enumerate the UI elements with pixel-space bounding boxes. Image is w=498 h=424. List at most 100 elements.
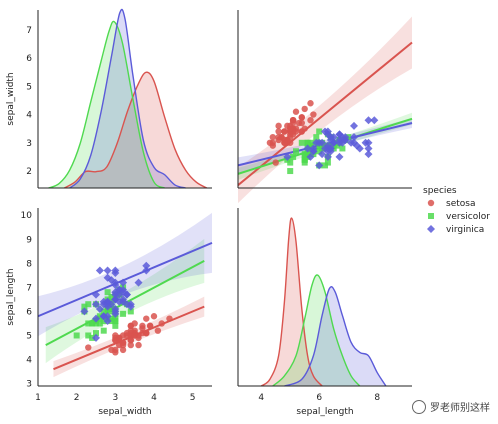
data-point-versicolor [287, 159, 294, 166]
data-point-setosa [289, 116, 297, 124]
y-tick-label: 5 [26, 331, 32, 341]
data-point-virginica [427, 225, 435, 233]
x-tick-label: 3 [112, 393, 118, 403]
regression-line-virginica [37, 241, 213, 318]
data-point-virginica [315, 161, 324, 170]
data-point-virginica [303, 144, 312, 153]
y-axis-label: sepal_width [6, 72, 16, 125]
data-point-setosa [131, 332, 138, 339]
data-point-setosa [287, 131, 294, 138]
data-point-virginica [350, 133, 358, 142]
kde-line-versicolor [272, 274, 361, 387]
data-point-versicolor [100, 327, 107, 334]
data-point-setosa [272, 159, 279, 166]
y-tick-label: 7 [26, 283, 32, 293]
data-point-setosa [150, 313, 158, 320]
data-point-virginica [355, 144, 364, 153]
kde-fill-versicolor [48, 21, 165, 188]
data-point-versicolor [313, 134, 320, 141]
data-point-setosa [301, 125, 308, 132]
data-point-setosa [310, 111, 317, 118]
data-point-virginica [95, 266, 104, 275]
y-tick-label: 6 [26, 307, 32, 317]
watermark: 罗老师别这样 [412, 399, 490, 414]
wechat-logo-icon [412, 399, 426, 414]
x-tick-label: 2 [74, 393, 80, 403]
x-tick-label: 4 [258, 393, 264, 403]
y-tick-label: 6 [26, 54, 32, 64]
data-point-versicolor [324, 159, 331, 166]
data-point-setosa [112, 337, 119, 344]
data-point-versicolor [93, 330, 99, 337]
data-point-virginica [142, 261, 151, 270]
x-tick-label: 8 [374, 393, 380, 403]
data-point-virginica [350, 121, 358, 130]
y-tick-label: 4 [26, 111, 32, 121]
kde-fill-versicolor [272, 274, 360, 386]
data-point-setosa [119, 346, 127, 354]
x-axis-label: sepal_width [98, 407, 151, 417]
data-point-setosa [154, 327, 162, 334]
data-point-virginica [350, 138, 358, 147]
data-point-versicolor [104, 289, 111, 296]
data-point-setosa [131, 320, 138, 327]
data-point-virginica [335, 152, 344, 161]
data-point-setosa [281, 139, 288, 146]
data-point-virginica [119, 278, 128, 287]
data-point-setosa [427, 199, 435, 207]
kde-line-virginica [69, 8, 186, 189]
data-point-virginica [111, 266, 120, 275]
data-point-versicolor [108, 315, 115, 322]
data-point-versicolor [100, 308, 107, 315]
data-point-virginica [364, 150, 373, 159]
x-tick-label: 4 [151, 393, 157, 403]
data-point-setosa [287, 125, 294, 132]
data-point-versicolor [298, 139, 305, 146]
data-point-setosa [123, 332, 131, 339]
data-point-virginica [335, 138, 344, 147]
data-point-virginica [370, 116, 379, 125]
data-point-virginica [99, 312, 108, 321]
data-point-setosa [292, 108, 300, 115]
data-point-versicolor [93, 320, 99, 327]
data-point-versicolor [287, 168, 294, 175]
regression-line-setosa [237, 41, 413, 186]
data-point-setosa [275, 122, 282, 130]
data-point-setosa [146, 322, 154, 330]
legend-title: species [423, 186, 457, 196]
y-tick-label: 9 [26, 235, 32, 245]
data-point-versicolor [108, 294, 115, 300]
data-point-virginica [103, 273, 112, 282]
data-point-versicolor [290, 153, 297, 160]
data-point-virginica [111, 309, 120, 318]
data-point-versicolor [293, 148, 299, 155]
y-tick-label: 4 [26, 356, 32, 366]
data-point-virginica [306, 152, 315, 161]
data-point-virginica [92, 314, 100, 323]
data-point-versicolor [85, 301, 92, 308]
data-point-virginica [318, 150, 327, 159]
y-axis-label: sepal_length [6, 268, 16, 325]
data-point-versicolor [112, 322, 119, 329]
y-tick-label: 3 [26, 139, 32, 149]
data-point-virginica [122, 290, 131, 299]
data-point-setosa [143, 329, 150, 337]
data-point-setosa [85, 344, 92, 351]
data-point-setosa [166, 315, 173, 322]
data-point-setosa [307, 116, 314, 124]
x-tick-label: 5 [190, 393, 196, 403]
kde-line-virginica [284, 286, 387, 387]
data-point-setosa [298, 114, 305, 121]
data-point-versicolor [127, 308, 134, 315]
data-point-setosa [135, 341, 142, 349]
data-point-virginica [111, 278, 120, 287]
data-point-setosa [127, 341, 134, 349]
data-point-virginica [323, 152, 332, 161]
data-point-virginica [329, 138, 338, 147]
data-point-virginica [134, 278, 143, 287]
data-point-versicolor [112, 315, 119, 322]
data-point-setosa [158, 320, 165, 327]
data-point-versicolor [73, 332, 80, 339]
data-point-virginica [103, 317, 112, 326]
kde-fill-setosa [64, 72, 207, 188]
